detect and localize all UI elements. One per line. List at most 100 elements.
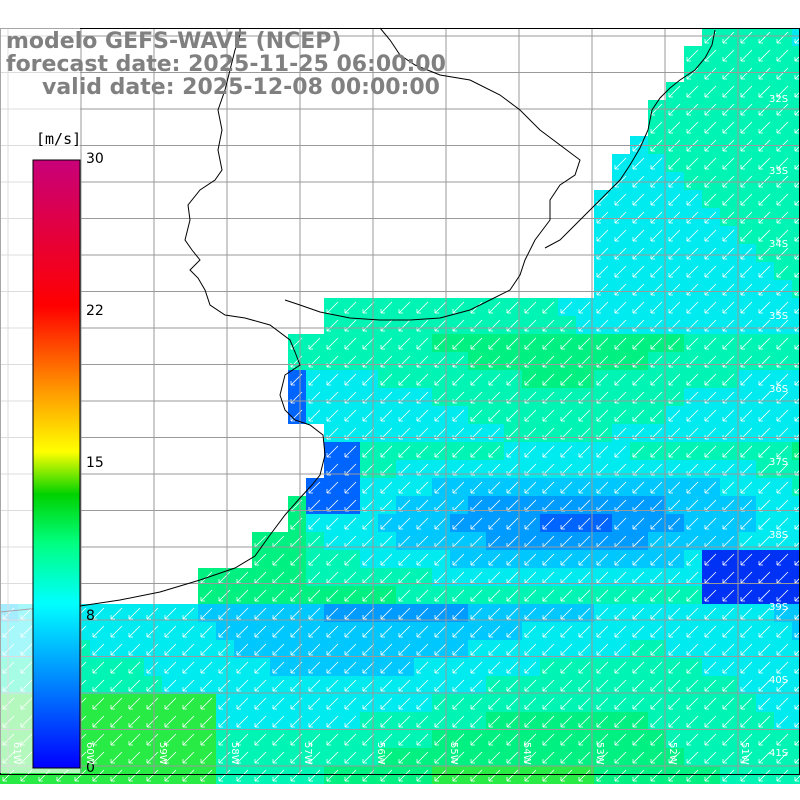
wind-arrow [632,589,645,602]
wind-arrow [344,481,357,494]
wind-arrow [578,661,591,674]
wind-arrow [632,751,645,764]
wind-arrow [758,31,771,44]
wind-arrow [650,481,663,494]
wind-arrow [218,769,231,782]
wind-arrow [758,301,771,314]
wind-arrow [380,301,393,314]
wind-arrow [488,517,501,530]
wind-arrow [326,625,339,638]
wind-arrow [110,625,123,638]
wind-arrow [650,193,663,206]
wind-arrow [380,481,393,494]
wind-arrow [722,247,735,260]
wind-arrow [326,679,339,692]
wind-arrow [236,733,249,746]
wind-arrow [92,661,105,674]
longitude-label: 60W [84,742,95,765]
wind-arrow [380,751,393,764]
coastline [0,27,716,613]
wind-arrow [704,715,717,728]
wind-arrow [596,589,609,602]
wind-arrow [452,409,465,422]
wind-arrow [272,661,285,674]
wind-arrow [758,409,771,422]
wind-arrow [146,769,159,782]
wind-arrow [740,769,753,782]
wind-arrow [560,751,573,764]
wind-arrow [362,715,375,728]
wind-arrow [596,517,609,530]
wind-arrow [524,643,537,656]
wind-arrow [668,751,681,764]
wind-arrow [398,751,411,764]
wind-arrow [380,733,393,746]
wind-arrow [416,769,429,782]
wind-arrow [506,553,519,566]
wind-arrow [236,589,249,602]
wind-arrow [578,517,591,530]
wind-arrow [416,715,429,728]
wind-arrow [794,37,800,44]
wind-arrow [758,697,771,710]
wind-arrow [758,679,771,692]
wind-arrow [200,661,213,674]
wind-arrow [308,661,321,674]
wind-arrow [470,643,483,656]
wind-arrow [506,679,519,692]
wind-arrow [524,607,537,620]
wind-arrow [452,625,465,638]
wind-arrow [254,697,267,710]
wind-arrow [308,769,321,782]
wind-arrow [542,715,555,728]
wind-arrow [560,679,573,692]
wind-arrow [506,301,519,314]
wind-arrow [542,373,555,386]
wind-arrow [614,445,627,458]
wind-arrow [686,589,699,602]
wind-arrow [236,607,249,620]
wind-arrow [236,769,249,782]
wind-arrow [686,553,699,566]
wind-arrow [452,733,465,746]
wind-arrow [632,607,645,620]
wind-arrow [326,337,339,350]
wind-arrow [524,679,537,692]
wind-arrow [758,157,771,170]
wind-arrow [452,715,465,728]
wind-arrow [776,67,789,80]
wind-arrow [326,661,339,674]
wind-arrow [524,553,537,566]
wind-arrow [668,193,681,206]
wind-arrow [722,85,735,98]
wind-arrow [398,517,411,530]
colorbar-tick-label: 0 [86,760,95,776]
wind-arrow [272,625,285,638]
wind-arrow [740,157,753,170]
wind-arrow [668,625,681,638]
wind-arrow [344,715,357,728]
wind-arrow [740,733,753,746]
wind-arrow [578,643,591,656]
wind-arrow [722,31,735,44]
wind-arrow [614,409,627,422]
wind-arrow [164,679,177,692]
wind-arrow [686,409,699,422]
wind-arrow [776,337,789,350]
wind-arrow [668,265,681,278]
wind-arrow [632,517,645,530]
wind-arrow [380,553,393,566]
wind-speed-cell [792,424,800,442]
wind-arrow [686,625,699,638]
wind-arrow [740,679,753,692]
wind-arrow [578,373,591,386]
wind-arrow [686,301,699,314]
wind-arrow [794,559,800,566]
wind-speed-cell [792,496,800,514]
wind-arrow [740,661,753,674]
wind-arrow [344,625,357,638]
wind-arrow [452,751,465,764]
wind-arrow [650,337,663,350]
wind-arrow [308,373,321,386]
wind-arrow [776,715,789,728]
